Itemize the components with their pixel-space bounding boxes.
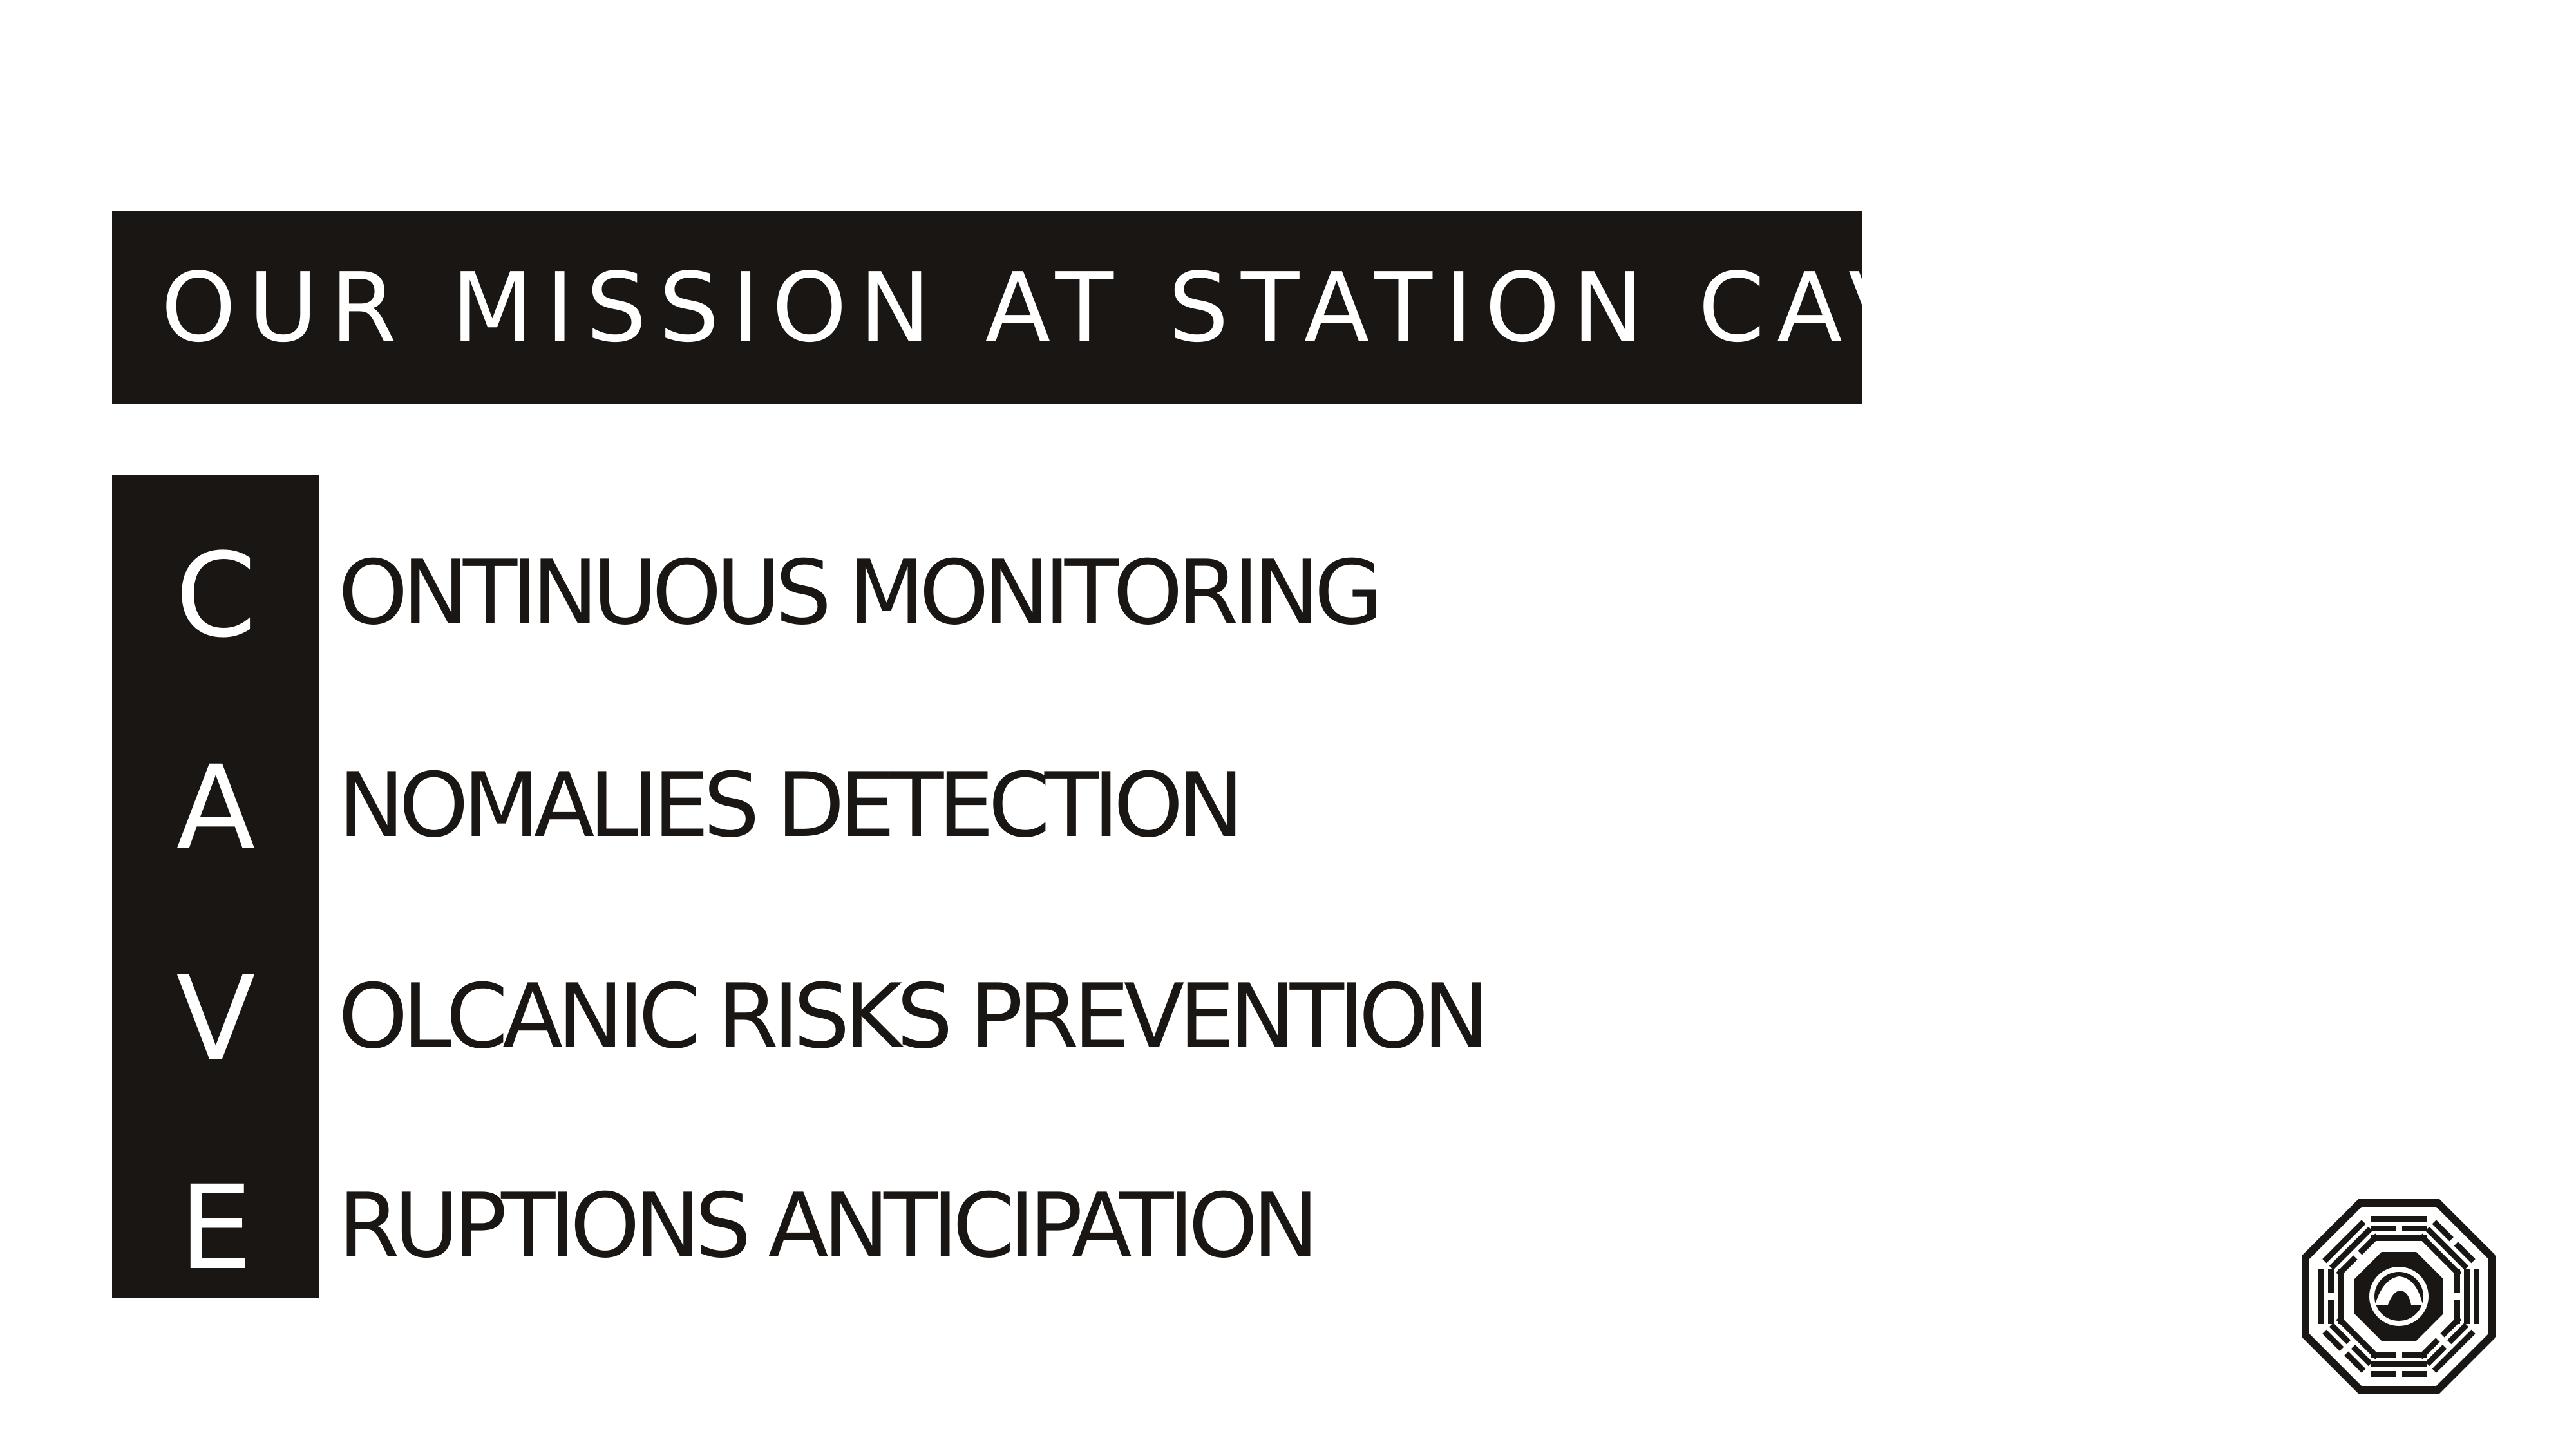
mission-item-anomalies-detection: NOMALIES DETECTION	[338, 753, 1244, 857]
acronym-column: C A V E	[112, 475, 319, 1298]
octagon-trigram-logo-icon	[2302, 1199, 2496, 1394]
mission-item-eruptions-anticipation: RUPTIONS ANTICIPATION	[338, 1174, 1319, 1278]
acronym-letter-a: A	[176, 741, 256, 876]
acronym-letter-c: C	[175, 529, 256, 663]
mission-item-continuous-monitoring: ONTINUOUS MONITORING	[338, 541, 1383, 645]
acronym-letter-v: V	[176, 952, 256, 1086]
title-banner: OUR MISSION AT STATION CAVE	[112, 211, 1986, 404]
acronym-letter-e: E	[179, 1161, 252, 1296]
slide-title: OUR MISSION AT STATION CAVE	[161, 252, 1998, 363]
cave-icon	[2369, 1267, 2429, 1326]
mission-item-volcanic-risks-prevention: OLCANIC RISKS PREVENTION	[338, 965, 1490, 1068]
